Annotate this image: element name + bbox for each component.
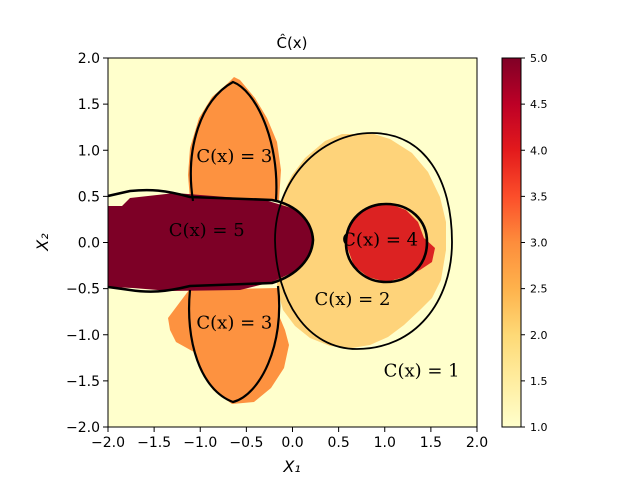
y-tick-label: 2.0 — [78, 51, 100, 67]
region-labels: C(x) = 1 C(x) = 2 C(x) = 3 C(x) = 3 C(x) = 4… — [169, 146, 460, 381]
region-label-3: C(x) = 3 — [196, 312, 272, 333]
y-tick-label: 1.0 — [78, 143, 100, 159]
colorbar — [501, 57, 522, 428]
y-tick-label: 1.5 — [78, 97, 100, 113]
y-tick-label: 0.5 — [78, 189, 100, 205]
colorbar-ticks: 5.0 4.5 4.0 3.5 3.0 2.5 2.0 1.5 1.0 — [521, 52, 548, 434]
contour-region-5 — [108, 188, 315, 293]
y-tick-label: −2.0 — [66, 420, 100, 436]
x-tick-label: 1.0 — [374, 435, 396, 451]
contour-region-2 — [274, 132, 453, 350]
region-label-5: C(x) = 5 — [169, 220, 245, 241]
y-tick-label: −1.0 — [66, 328, 100, 344]
colorbar-tick-label: 5.0 — [530, 52, 548, 65]
colorbar-tick-label: 3.5 — [530, 190, 548, 203]
colorbar-tick-label: 4.5 — [530, 98, 548, 111]
colorbar-tick-label: 2.5 — [530, 283, 548, 296]
x-axis: −2.0 −1.5 −1.0 −0.5 0.0 0.5 1.0 1.5 2.0 — [91, 427, 488, 451]
chart-title: Ĉ(x) — [276, 33, 307, 52]
region-label-3: C(x) = 3 — [196, 146, 272, 167]
colorbar-tick-label: 2.0 — [530, 329, 548, 342]
y-axis-label: X₂ — [33, 233, 52, 252]
contour-region-3-lower — [188, 285, 281, 404]
colorbar-tick-label: 3.0 — [530, 237, 548, 250]
region-5-fill — [108, 193, 314, 291]
region-3-lower-fill — [168, 288, 289, 404]
region-label-4: C(x) = 4 — [342, 229, 418, 250]
x-tick-label: −1.5 — [137, 435, 171, 451]
y-axis: 2.0 1.5 1.0 0.5 0.0 −0.5 −1.0 −1.5 −2.0 — [66, 51, 108, 436]
contour-region-4 — [344, 202, 429, 284]
x-tick-label: −1.0 — [183, 435, 217, 451]
region-label-2: C(x) = 2 — [314, 289, 390, 310]
x-axis-label: X₁ — [282, 457, 300, 476]
colorbar-tick-label: 1.5 — [530, 375, 548, 388]
x-tick-label: 2.0 — [466, 435, 488, 451]
colorbar-tick-label: 1.0 — [530, 421, 548, 434]
y-tick-label: 0.0 — [78, 236, 100, 252]
x-tick-label: 0.5 — [327, 435, 349, 451]
x-tick-label: −2.0 — [91, 435, 125, 451]
contour-lines — [108, 80, 453, 404]
y-tick-label: −1.5 — [66, 374, 100, 390]
x-tick-label: −0.5 — [229, 435, 263, 451]
region-label-1: C(x) = 1 — [384, 360, 460, 381]
x-tick-label: 1.5 — [420, 435, 442, 451]
y-tick-label: −0.5 — [66, 282, 100, 298]
colorbar-tick-label: 4.0 — [530, 144, 548, 157]
contour-region-3-upper — [189, 80, 278, 202]
x-tick-label: 0.0 — [281, 435, 303, 451]
region-4-fill — [346, 204, 435, 282]
